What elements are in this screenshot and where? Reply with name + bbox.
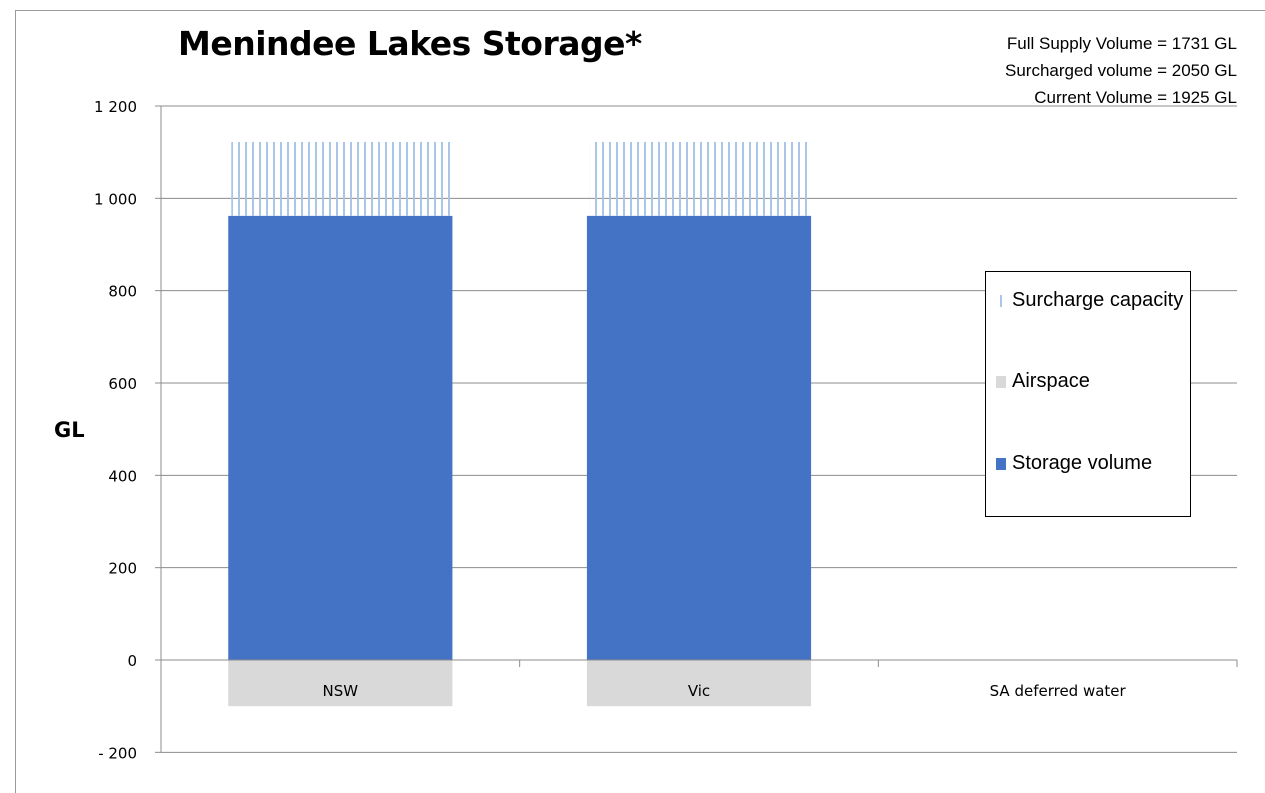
x-tick-label: Vic — [688, 682, 710, 700]
x-tick-label: NSW — [323, 682, 359, 700]
legend-label-airspace: Airspace — [1012, 370, 1090, 392]
legend-item-airspace: Airspace — [996, 369, 1188, 394]
legend-label-storage: Storage volume — [1012, 452, 1153, 474]
bar-surcharge — [589, 142, 811, 216]
bar-surcharge — [231, 142, 452, 216]
y-axis-label: GL — [54, 418, 85, 442]
y-tick-label: 0 — [127, 652, 137, 670]
bar-airspace — [228, 660, 453, 707]
note-surcharged: Surcharged volume = 2050 GL — [1004, 61, 1237, 80]
x-tick-label: SA deferred water — [990, 682, 1127, 700]
legend-swatch-surcharge — [996, 295, 1006, 307]
y-tick-label: 800 — [108, 283, 137, 301]
legend-swatch-storage — [996, 458, 1006, 470]
volume-notes: Full Supply Volume = 1731 GL Surcharged … — [1005, 30, 1237, 111]
chart-title: Menindee Lakes Storage* — [178, 24, 642, 63]
y-tick-label: 400 — [108, 467, 137, 485]
bar-airspace — [586, 660, 812, 707]
y-tick-label: 1 000 — [94, 190, 137, 208]
legend-label-surcharge: Surcharge capacity — [1012, 289, 1184, 311]
y-tick-label: 600 — [108, 375, 137, 393]
bar-storage — [586, 215, 812, 661]
legend-item-surcharge: Surcharge capacity — [996, 288, 1188, 313]
legend-swatch-airspace — [996, 376, 1006, 388]
legend: Surcharge capacity Airspace Storage volu… — [985, 271, 1191, 517]
y-tick-label: 200 — [108, 560, 137, 578]
y-tick-label: - 200 — [98, 744, 137, 762]
note-full-supply: Full Supply Volume = 1731 GL — [1006, 34, 1237, 53]
chart-frame — [15, 10, 1265, 793]
bar-storage — [228, 215, 453, 661]
legend-item-storage: Storage volume — [996, 451, 1188, 476]
note-current: Current Volume = 1925 GL — [1034, 88, 1237, 107]
y-tick-label: 1 200 — [94, 98, 137, 116]
